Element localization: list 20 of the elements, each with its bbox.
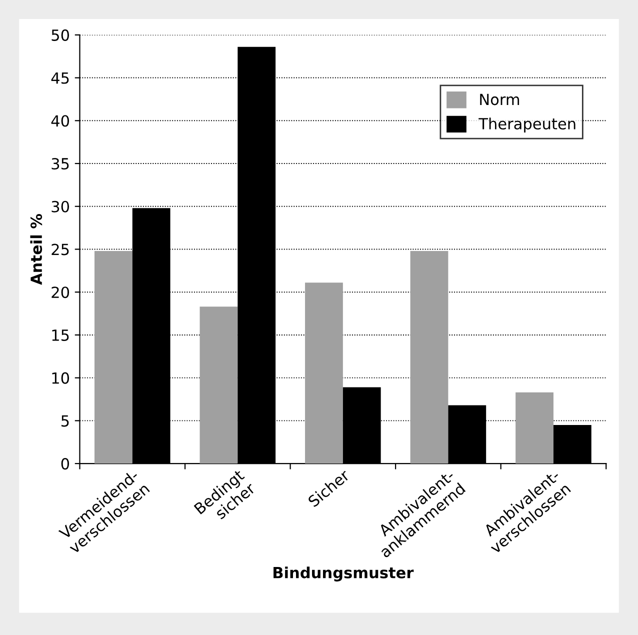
y-axis-title: Anteil % [30, 214, 42, 285]
legend-label: Norm [480, 94, 520, 106]
bar [516, 392, 554, 464]
y-tick-label: 20 [52, 286, 70, 298]
y-tick-label: 10 [52, 372, 70, 384]
x-axis-title: Bindungsmuster [274, 566, 414, 582]
y-tick-label: 40 [51, 115, 70, 127]
y-tick-label: 25 [52, 244, 69, 256]
y-tick-label: 15 [52, 330, 69, 341]
y-tick-label: 0 [61, 458, 70, 470]
y-tick-label: 45 [51, 72, 69, 84]
y-tick-label: 5 [61, 415, 69, 427]
y-tick-label: 35 [52, 158, 69, 170]
bar [305, 282, 343, 464]
bar [94, 250, 132, 464]
legend-label: Therapeuten [478, 118, 576, 132]
bar [410, 250, 448, 464]
bar [200, 306, 238, 464]
y-tick-label: 30 [52, 200, 70, 212]
y-tick-label: 50 [52, 29, 70, 41]
